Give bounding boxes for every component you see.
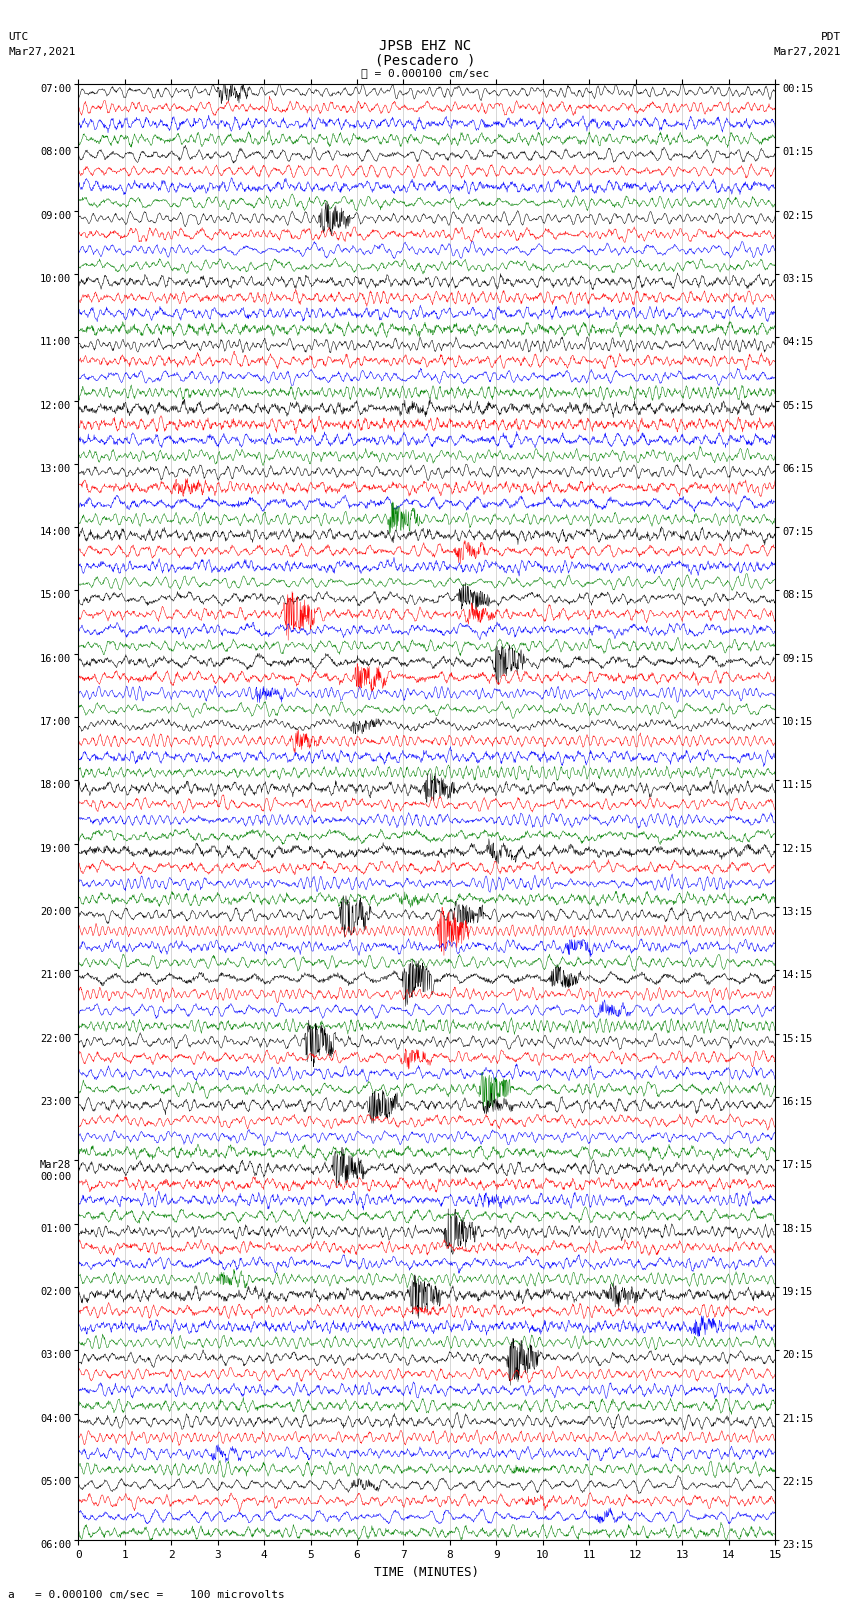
Text: a   = 0.000100 cm/sec =    100 microvolts: a = 0.000100 cm/sec = 100 microvolts	[8, 1590, 286, 1600]
Text: UTC: UTC	[8, 32, 29, 42]
Text: PDT: PDT	[821, 32, 842, 42]
X-axis label: TIME (MINUTES): TIME (MINUTES)	[374, 1566, 479, 1579]
Text: ⎴ = 0.000100 cm/sec: ⎴ = 0.000100 cm/sec	[361, 68, 489, 77]
Text: JPSB EHZ NC: JPSB EHZ NC	[379, 39, 471, 53]
Text: Mar27,2021: Mar27,2021	[8, 47, 76, 56]
Text: (Pescadero ): (Pescadero )	[375, 53, 475, 68]
Text: Mar27,2021: Mar27,2021	[774, 47, 842, 56]
